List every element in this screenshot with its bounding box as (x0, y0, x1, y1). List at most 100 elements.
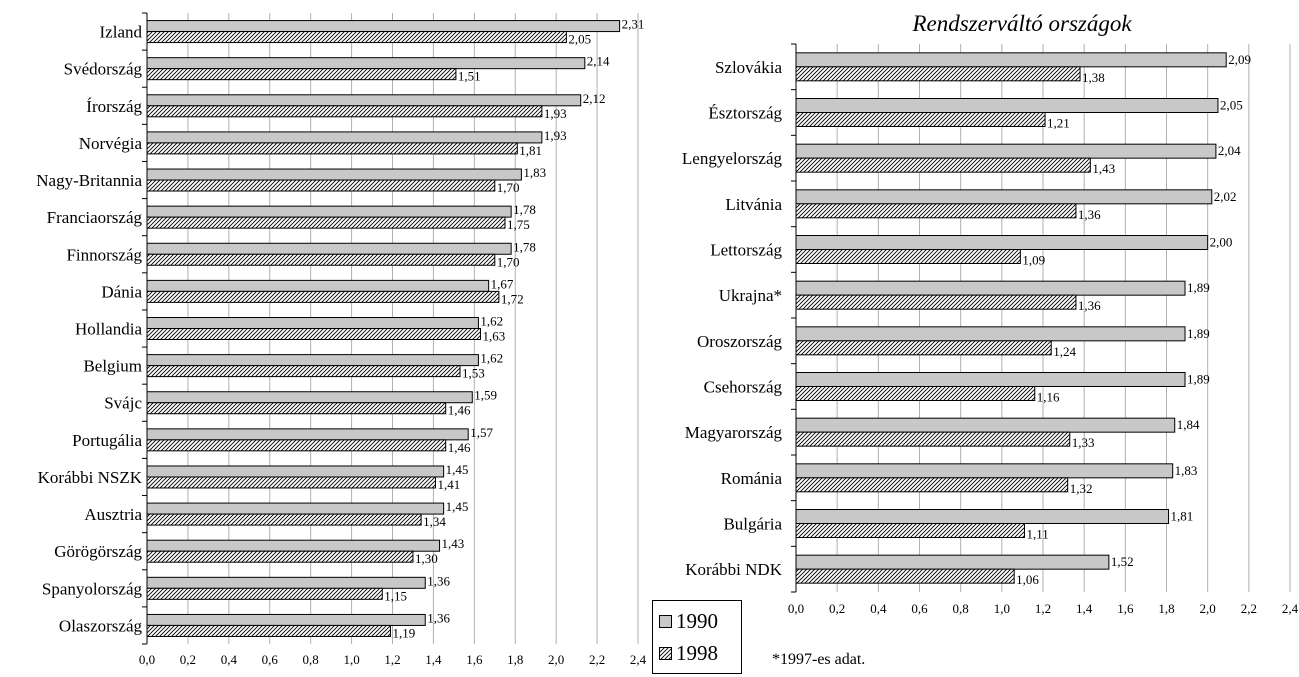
x-tick-label: 0,0 (139, 652, 155, 667)
data-label-1990: 2,02 (1214, 189, 1237, 204)
bar-1990 (146, 131, 543, 144)
legend-swatch-hatched (659, 646, 672, 660)
bar-1990 (795, 417, 1176, 433)
data-label-1990: 1,89 (1187, 372, 1210, 387)
bar-1990 (146, 428, 469, 441)
bar-1998 (146, 402, 447, 415)
footnote: *1997-es adat. (772, 651, 866, 668)
bar-1998 (146, 105, 543, 118)
data-label-1990: 1,45 (446, 499, 469, 514)
data-label-1990: 1,52 (1111, 554, 1134, 569)
x-tick-label: 1,2 (1035, 601, 1051, 616)
data-label-1998: 1,43 (1092, 161, 1115, 176)
bar-1998 (795, 294, 1077, 310)
bar-1998 (146, 513, 422, 526)
data-label-1990: 1,59 (474, 388, 497, 403)
data-label-1998: 1,93 (544, 106, 567, 121)
data-label-1998: 1,15 (384, 588, 407, 603)
x-tick-label: 1,8 (1158, 601, 1174, 616)
data-label-1990: 1,36 (427, 610, 450, 625)
bar-1998 (146, 365, 461, 378)
legend-item-1998: 1998 (659, 641, 718, 665)
x-tick-label: 2,2 (589, 652, 605, 667)
x-tick-label: 0,4 (870, 601, 887, 616)
x-tick-label: 2,0 (548, 652, 564, 667)
x-tick-label: 2,4 (630, 652, 647, 667)
data-label-1990: 1,83 (523, 165, 546, 180)
bar-1990 (146, 205, 512, 218)
category-label: Spanyolország (42, 579, 143, 598)
data-label-1990: 2,14 (587, 54, 610, 69)
data-label-1998: 1,11 (1026, 527, 1048, 542)
data-label-1990: 1,62 (480, 351, 503, 366)
data-label-1998: 1,63 (482, 329, 505, 344)
bar-1990 (146, 20, 621, 33)
data-label-1998: 1,30 (415, 551, 438, 566)
data-label-1990: 1,43 (442, 536, 465, 551)
bar-1998 (795, 568, 1015, 584)
bar-1990 (795, 235, 1209, 250)
x-tick-label: 1,6 (1117, 601, 1134, 616)
x-tick-label: 1,0 (994, 601, 1010, 616)
legend-item-1990: 1990 (659, 609, 718, 633)
data-label-1998: 1,16 (1037, 390, 1060, 405)
category-label: Románia (721, 469, 783, 488)
category-label: Svájc (104, 394, 142, 413)
category-label: Észtország (708, 104, 782, 123)
category-label: Belgium (83, 357, 142, 376)
data-label-1998: 1,53 (462, 366, 485, 381)
data-label-1990: 1,78 (513, 239, 536, 254)
bar-1990 (146, 168, 522, 181)
category-label: Bulgária (723, 515, 782, 534)
data-label-1998: 1,38 (1082, 70, 1105, 85)
bar-1998 (795, 340, 1052, 356)
x-tick-label: 2,4 (1282, 601, 1299, 616)
data-label-1998: 1,09 (1022, 253, 1045, 268)
category-label: Ukrajna* (719, 286, 782, 305)
bar-1998 (795, 203, 1077, 219)
bar-1990 (146, 576, 426, 589)
bar-1998 (146, 179, 496, 192)
data-label-1998: 1,36 (1078, 298, 1101, 313)
bar-1998 (146, 290, 500, 303)
x-tick-label: 0,0 (788, 601, 804, 616)
data-label-1998: 1,32 (1070, 481, 1093, 496)
bar-1998 (795, 386, 1036, 401)
data-label-1998: 1,33 (1072, 435, 1095, 450)
x-tick-label: 1,8 (507, 652, 523, 667)
data-label-1990: 1,45 (446, 462, 469, 477)
x-tick-label: 1,4 (1076, 601, 1093, 616)
bar-1990 (795, 463, 1174, 479)
category-label: Nagy-Britannia (36, 171, 142, 190)
data-label-1990: 2,09 (1228, 52, 1251, 67)
category-label: Hollandia (75, 320, 142, 339)
bar-1990 (795, 143, 1217, 159)
data-label-1998: 1,19 (392, 625, 415, 640)
bar-1990 (146, 57, 586, 70)
x-tick-label: 1,0 (343, 652, 359, 667)
bar-1990 (146, 94, 582, 107)
data-label-1990: 2,00 (1210, 235, 1233, 250)
category-label: Csehország (704, 378, 783, 397)
bar-1998 (795, 112, 1046, 127)
bar-1998 (146, 587, 383, 600)
legend-label-1998: 1998 (676, 640, 718, 665)
data-label-1990: 1,89 (1187, 326, 1210, 341)
data-label-1998: 1,21 (1047, 116, 1070, 131)
bar-1990 (795, 189, 1213, 205)
bar-1990 (146, 279, 490, 292)
data-label-1990: 2,31 (622, 17, 645, 32)
bar-1990 (795, 509, 1170, 524)
category-label: Ausztria (84, 505, 142, 524)
data-label-1998: 1,36 (1078, 207, 1101, 222)
data-label-1990: 1,84 (1177, 417, 1200, 432)
legend-label-1990: 1990 (676, 608, 718, 633)
data-label-1990: 2,04 (1218, 143, 1241, 158)
bar-1998 (146, 328, 481, 340)
category-label: Dánia (101, 282, 142, 301)
bar-1990 (146, 613, 426, 626)
chart-panel-western: 0,0 0,2 0,4 0,6 0,8 1,0 1,2 1,4 1,6 1,8 2,0 2,2 2,4 I… (36, 12, 647, 667)
x-tick-label: 0,2 (180, 652, 196, 667)
bar-1990 (146, 242, 512, 255)
